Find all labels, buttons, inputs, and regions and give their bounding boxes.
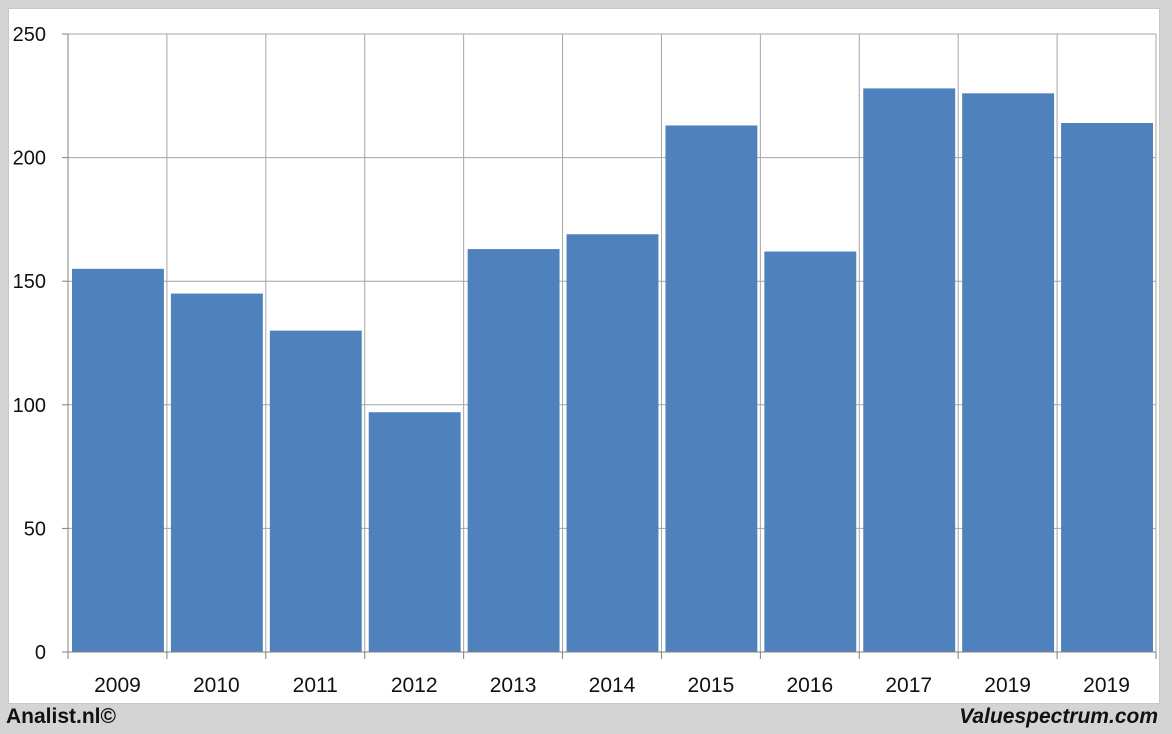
x-tick-label: 2019 bbox=[1083, 674, 1130, 697]
bar-2015 bbox=[665, 125, 758, 653]
x-tick-label: 2015 bbox=[688, 674, 735, 697]
bar-2012 bbox=[368, 412, 461, 652]
axes bbox=[62, 33, 1157, 659]
x-tick-labels: 2009 2010 2011 2012 2013 2014 2015 2016 2017 2019… bbox=[94, 674, 1130, 697]
bar-2014 bbox=[566, 234, 659, 652]
gridlines bbox=[68, 33, 1157, 652]
footer-source-left: Analist.nl© bbox=[6, 705, 116, 728]
x-tick-label: 2010 bbox=[193, 674, 240, 697]
x-tick-label: 2013 bbox=[490, 674, 537, 697]
y-tick-label: 50 bbox=[24, 518, 46, 540]
x-tick-label: 2011 bbox=[293, 674, 338, 697]
bar-2010 bbox=[170, 293, 263, 652]
y-tick-labels: 0 50 100 150 200 250 bbox=[13, 24, 46, 664]
bar-2016 bbox=[764, 251, 857, 652]
bar-2019 bbox=[1061, 122, 1153, 652]
x-tick-label: 2012 bbox=[391, 674, 438, 697]
bar-2009 bbox=[72, 268, 164, 652]
bar-series bbox=[72, 88, 1153, 653]
bar-2019 bbox=[962, 93, 1055, 652]
y-tick-label: 0 bbox=[35, 642, 46, 664]
y-tick-label: 200 bbox=[13, 148, 46, 170]
chart-frame: 0 50 100 150 200 250 2009 2010 2011 2012 2013 2014… bbox=[8, 8, 1160, 704]
x-tick-label: 2016 bbox=[786, 674, 833, 697]
bar-2017 bbox=[863, 88, 956, 652]
y-tick-label: 250 bbox=[13, 24, 46, 46]
bar-2011 bbox=[269, 330, 362, 652]
x-tick-label: 2014 bbox=[589, 674, 636, 697]
x-tick-label: 2019 bbox=[984, 674, 1031, 697]
footer-source-right: Valuespectrum.com bbox=[959, 705, 1158, 728]
y-tick-label: 150 bbox=[13, 271, 46, 293]
x-tick-label: 2009 bbox=[94, 674, 141, 697]
x-tick-label: 2017 bbox=[885, 674, 932, 697]
y-tick-label: 100 bbox=[13, 395, 46, 417]
bar-2013 bbox=[467, 249, 560, 652]
